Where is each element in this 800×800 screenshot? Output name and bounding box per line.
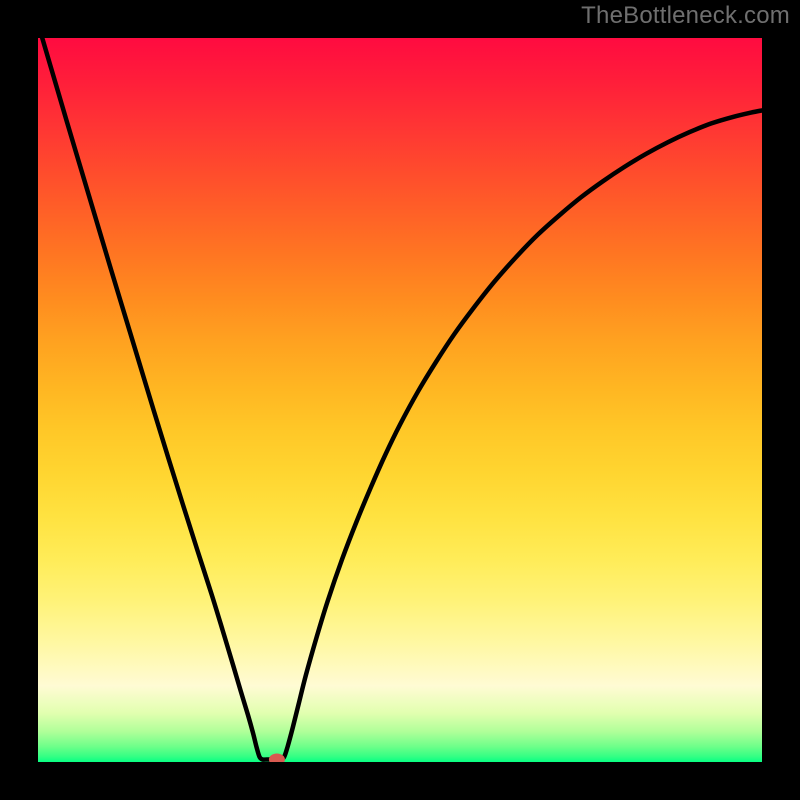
bottleneck-chart xyxy=(0,0,800,800)
chart-container: TheBottleneck.com xyxy=(0,0,800,800)
plot-background xyxy=(38,38,762,762)
watermark-text: TheBottleneck.com xyxy=(581,2,790,30)
